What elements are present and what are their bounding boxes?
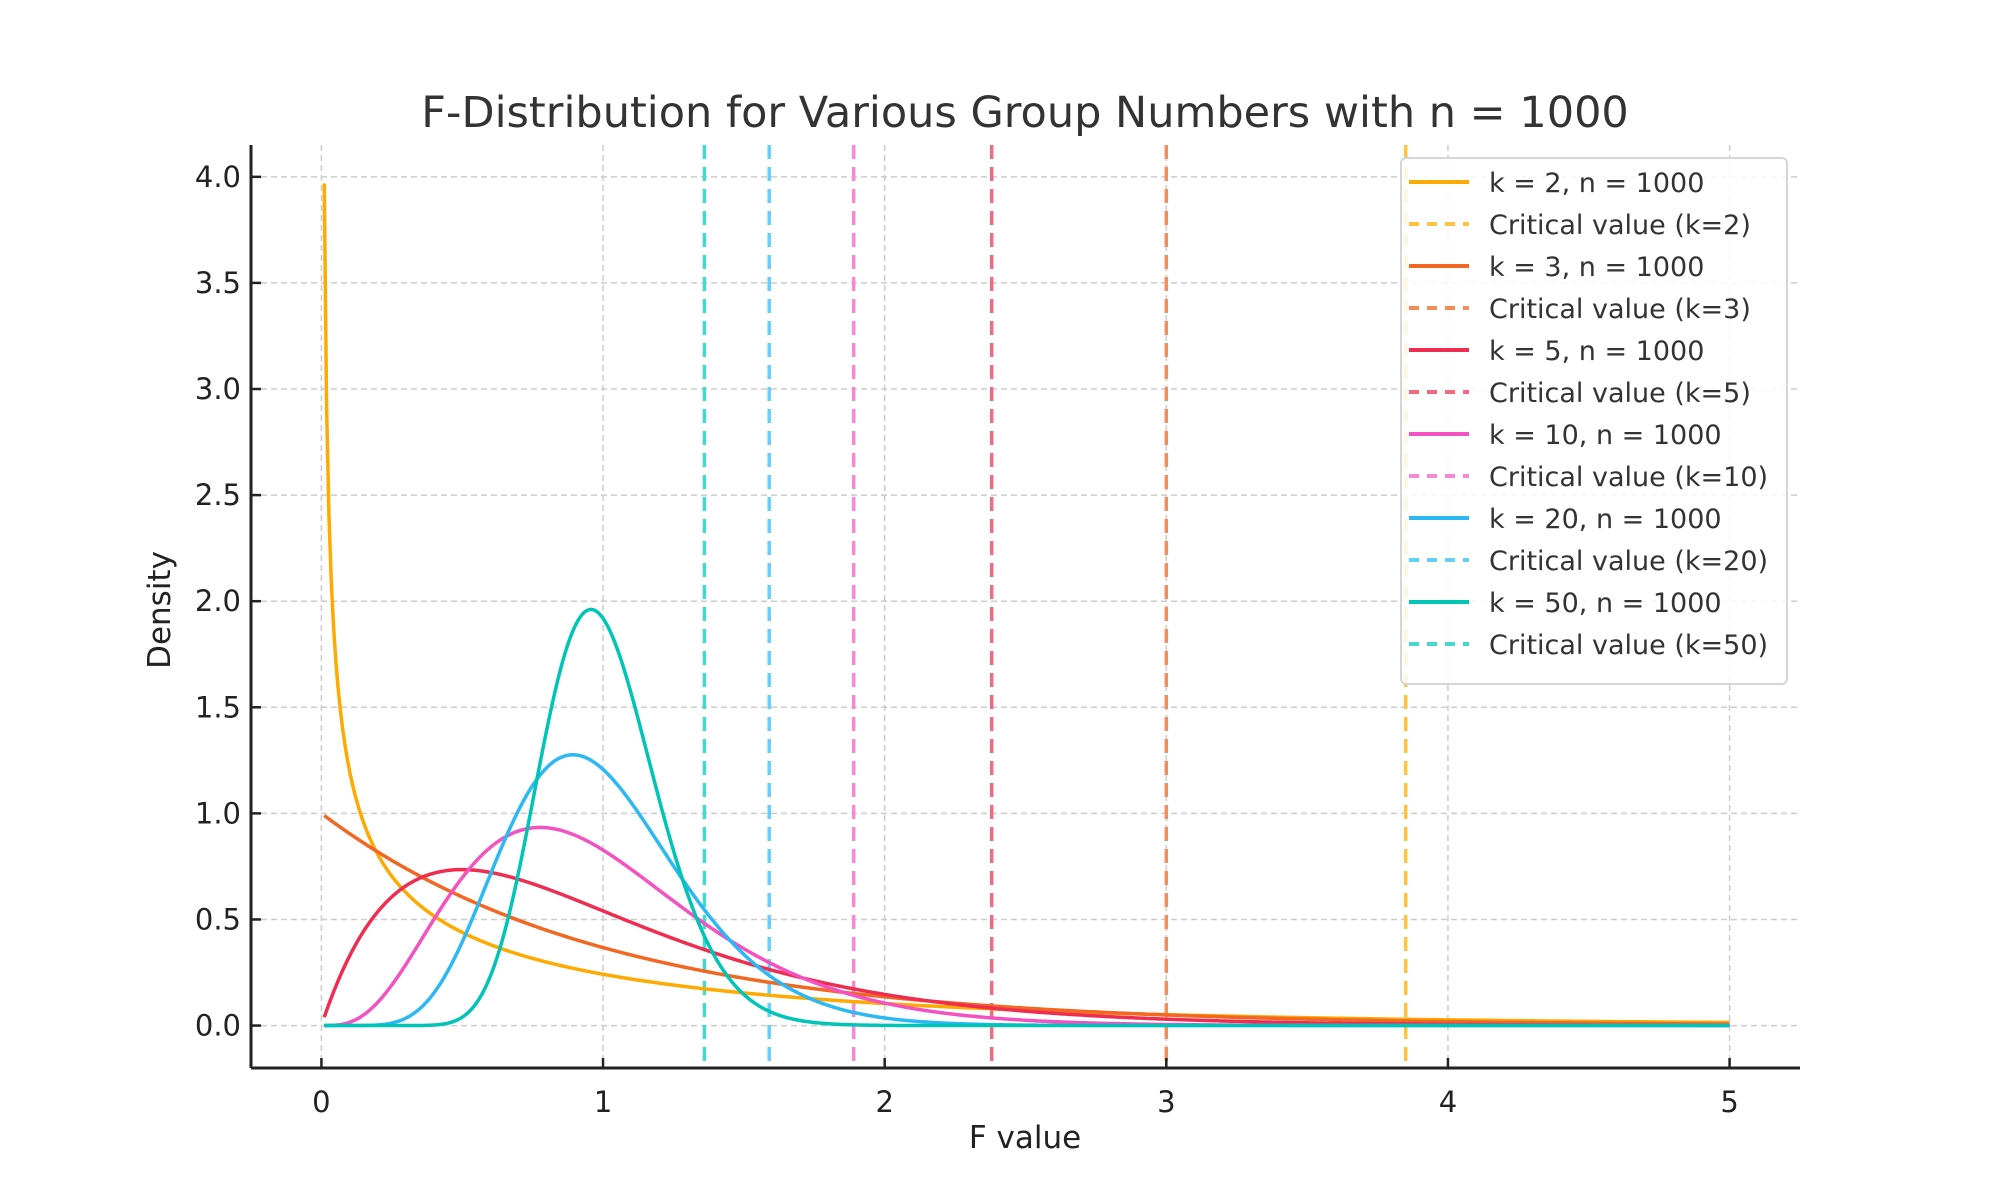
legend-label-critical-k2: Critical value (k=2) — [1489, 210, 1751, 241]
y-tick-label: 1.5 — [195, 690, 241, 724]
density-curves — [322, 183, 1730, 1028]
curve-k5 — [322, 867, 1730, 1028]
y-tick-label: 0.5 — [195, 902, 241, 936]
legend-label-curve-k3: k = 3, n = 1000 — [1489, 252, 1704, 283]
legend-box — [1400, 157, 1788, 685]
y-tick-label: 2.0 — [195, 584, 241, 618]
legend: k = 2, n = 1000 Critical value (k=2) k = 3… — [1400, 157, 1788, 685]
legend-label-curve-k5: k = 5, n = 1000 — [1489, 336, 1704, 367]
curve-k50 — [324, 607, 1730, 1028]
y-tick-label: 4.0 — [195, 160, 241, 194]
legend-label-critical-k10: Critical value (k=10) — [1489, 462, 1768, 493]
y-tick-label: 3.5 — [195, 266, 241, 300]
x-tick-label: 1 — [594, 1085, 612, 1119]
legend-label-critical-k50: Critical value (k=50) — [1489, 630, 1768, 661]
y-tick-label: 3.0 — [195, 372, 241, 406]
y-tick-label: 1.0 — [195, 796, 241, 830]
axes — [249, 145, 1800, 1070]
chart-title: F-Distribution for Various Group Numbers… — [421, 88, 1629, 138]
x-tick-label: 3 — [1157, 1085, 1175, 1119]
y-tick-label: 0.0 — [195, 1009, 241, 1043]
x-axis-label: F value — [969, 1120, 1081, 1156]
y-axis-label: Density — [142, 551, 178, 669]
x-tick-label: 0 — [312, 1085, 330, 1119]
y-tick-label: 2.5 — [195, 478, 241, 512]
legend-label-curve-k2: k = 2, n = 1000 — [1489, 168, 1704, 199]
legend-label-critical-k20: Critical value (k=20) — [1489, 546, 1768, 577]
curve-k3 — [323, 814, 1730, 1026]
x-tick-label: 2 — [875, 1085, 893, 1119]
legend-label-critical-k5: Critical value (k=5) — [1489, 378, 1751, 409]
x-tick-label: 5 — [1720, 1085, 1738, 1119]
tick-labels: 0 1 2 3 4 5 0.0 0.5 1.0 1.5 2.0 2.5 3.0 3.5 4.0 — [195, 160, 1739, 1119]
legend-label-curve-k50: k = 50, n = 1000 — [1489, 588, 1722, 619]
legend-label-curve-k10: k = 10, n = 1000 — [1489, 420, 1722, 451]
x-tick-label: 4 — [1439, 1085, 1457, 1119]
legend-label-curve-k20: k = 20, n = 1000 — [1489, 504, 1722, 535]
legend-label-critical-k3: Critical value (k=3) — [1489, 294, 1751, 325]
